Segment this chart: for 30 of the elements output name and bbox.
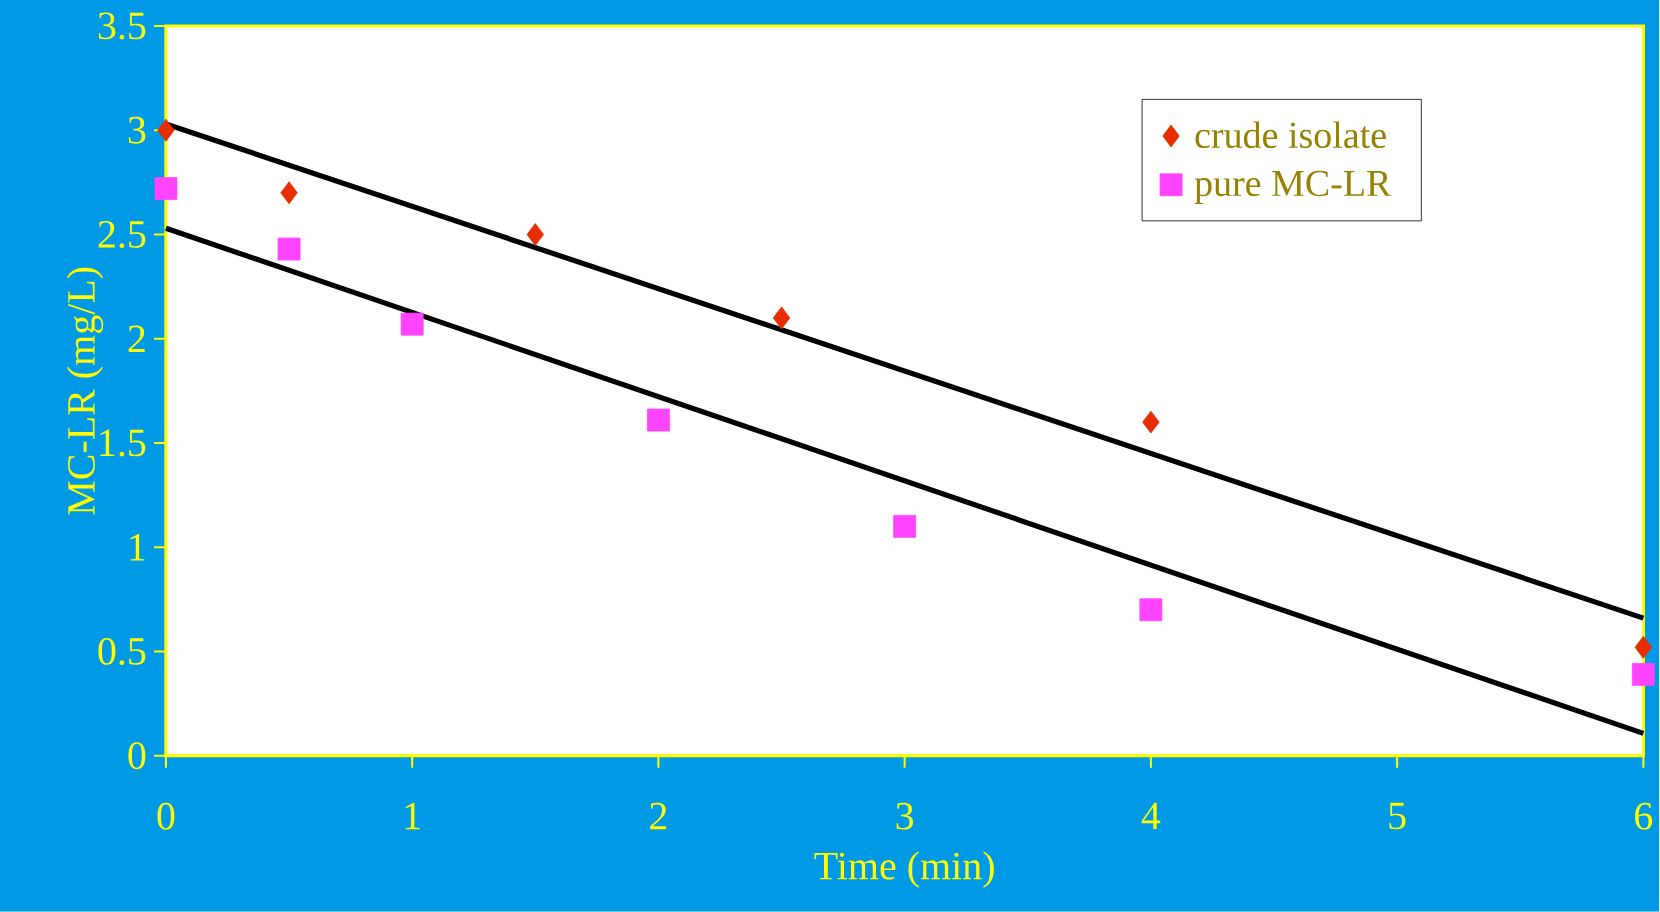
y-tick-label: 0 [128,742,146,770]
y-tick-label: 1.5 [100,429,146,457]
y-tick-label: 1 [130,534,145,561]
x-tick-label: 4 [1141,802,1161,830]
point [154,177,178,201]
x-tick-label: 6 [1635,802,1653,830]
point [280,181,298,205]
y-tick-label: 2 [128,325,145,353]
point [157,119,175,142]
y-tick-label: 3.5 [98,12,146,40]
x-tick-label: 1 [405,802,420,830]
x-tick-label: 5 [1389,802,1406,830]
y-tick-label: 3 [128,116,146,144]
point [893,515,917,538]
point [1139,598,1163,622]
point [772,306,791,330]
x-axis-title: Time (min) [814,851,994,888]
point [647,408,670,432]
legend-label: pure MC-LR [1194,170,1392,205]
x-tick-label: 0 [157,802,175,830]
point [1142,410,1160,434]
y-tick-label: 2.5 [98,221,146,249]
y-tick-label: 0.5 [98,638,146,666]
point [1631,663,1655,686]
x-tick-label: 3 [896,802,914,830]
point [526,223,544,247]
legend-label: crude isolate [1195,121,1386,149]
x-tick-label: 2 [650,802,667,830]
point [277,237,301,261]
point [400,312,424,336]
